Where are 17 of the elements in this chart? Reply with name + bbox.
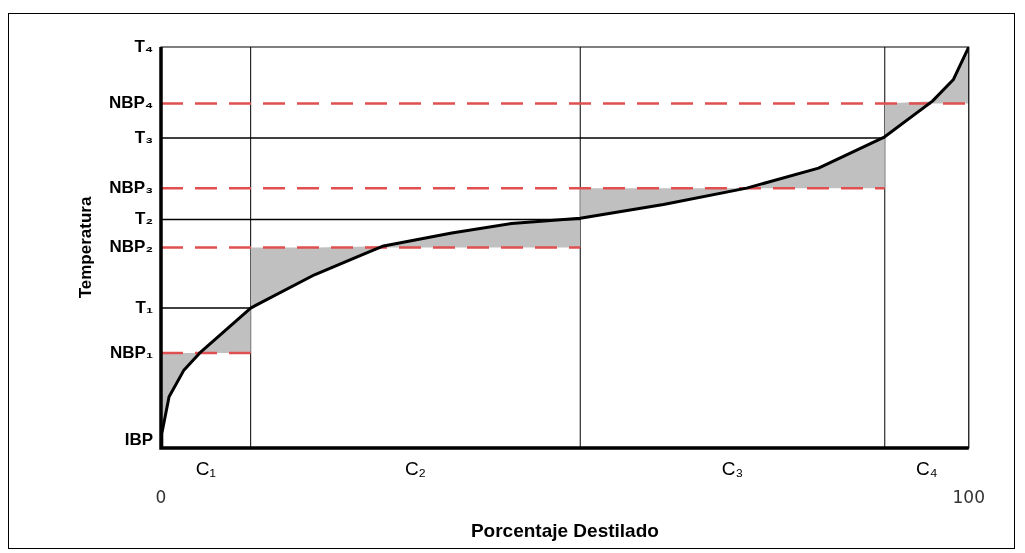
text: C₁ — [195, 458, 216, 480]
y-axis-title: Temperatura — [75, 196, 95, 299]
series-label: T₃ — [134, 127, 153, 147]
text: C₃ — [721, 458, 744, 480]
series-label: NBP₂ — [109, 237, 153, 257]
text: T₄ — [134, 36, 153, 56]
text: C₂ — [404, 458, 426, 480]
series-label: T₁ — [135, 297, 153, 317]
series-label: NBP₃ — [109, 177, 153, 197]
x-axis-title: Porcentaje Destilado — [470, 519, 659, 541]
x-tick-label: 0 — [155, 486, 167, 507]
series-label: T₂ — [135, 209, 153, 229]
series-label: NBP₁ — [110, 342, 153, 362]
x-tick-label: 100 — [952, 486, 985, 507]
annotation: IBP — [124, 429, 153, 449]
text: C₄ — [916, 458, 938, 480]
series-label: NBP₄ — [109, 93, 153, 113]
